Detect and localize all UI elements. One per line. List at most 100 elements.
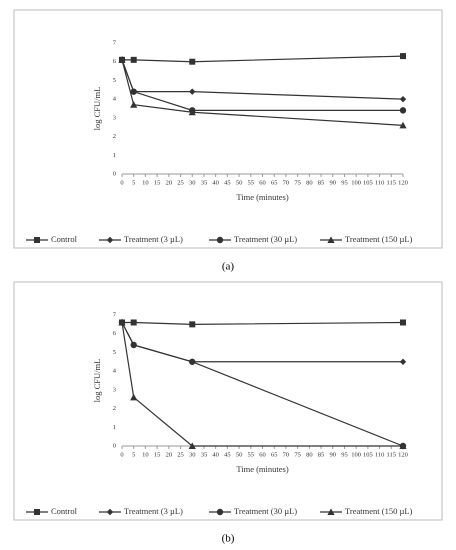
x-tick-label: 55 [248,179,255,186]
caption: (a) [222,261,235,273]
legend-label: Treatment (3 µL) [124,506,183,516]
y-tick-label: 7 [113,39,117,46]
x-tick-label: 115 [387,451,397,458]
y-tick-label: 7 [113,311,117,318]
data-point [130,88,137,95]
data-point [189,88,196,95]
x-tick-label: 40 [212,179,219,186]
legend-label: Treatment (30 µL) [234,506,297,516]
y-tick-label: 4 [113,96,117,103]
x-tick-label: 20 [166,179,173,186]
legend-label: Treatment (30 µL) [234,234,297,244]
legend-label: Treatment (3 µL) [124,234,183,244]
x-tick-label: 70 [283,451,290,458]
x-tick-label: 0 [120,451,123,458]
y-tick-label: 0 [113,170,116,177]
x-tick-label: 20 [166,451,173,458]
data-point [400,319,406,326]
y-axis-title: log CFU/mL [92,359,102,403]
x-tick-label: 100 [351,451,361,458]
x-tick-label: 45 [224,179,231,186]
series-line [121,59,404,100]
x-tick-label: 80 [306,179,313,186]
x-tick-label: 65 [271,451,278,458]
legend-marker [106,508,114,516]
x-tick-label: 30 [189,451,196,458]
y-tick-label: 1 [113,424,116,431]
x-tick-label: 15 [154,179,161,186]
legend-label: Control [51,506,78,516]
x-tick-label: 95 [341,179,348,186]
x-tick-label: 120 [398,179,408,186]
x-tick-label: 105 [363,451,373,458]
y-tick-label: 4 [113,368,117,375]
x-tick-label: 65 [271,179,278,186]
data-point [130,56,137,63]
x-tick-label: 60 [259,179,266,186]
legend-marker [216,508,224,516]
data-point [130,101,138,108]
x-tick-label: 90 [330,179,337,186]
x-tick-label: 0 [120,179,123,186]
x-tick-label: 75 [294,451,301,458]
x-tick-label: 30 [189,179,196,186]
data-point [399,358,407,365]
series-line [121,59,403,111]
x-tick-label: 110 [375,451,385,458]
y-tick-label: 5 [113,349,116,356]
legend-marker [34,509,40,515]
x-tick-label: 100 [351,179,361,186]
data-point [118,318,126,326]
x-tick-label: 105 [363,179,373,186]
data-point [118,56,126,63]
x-tick-label: 5 [132,451,135,458]
y-tick-label: 2 [113,405,116,412]
x-tick-label: 35 [201,451,208,458]
series-line [121,322,403,447]
x-tick-label: 40 [212,451,219,458]
legend-marker [106,236,114,244]
chart-frame [13,281,443,521]
y-tick-label: 1 [113,152,116,159]
legend-label: Treatment (150 µL) [345,506,413,516]
data-point [399,107,407,114]
data-point [130,393,138,401]
series-line [122,321,404,325]
legend-label: Treatment (150 µL) [345,234,413,244]
series-line [121,59,404,126]
x-tick-label: 10 [142,179,149,186]
x-axis-title: Time (minutes) [236,192,289,202]
data-point [399,95,407,103]
x-tick-label: 35 [201,179,208,186]
x-tick-label: 55 [248,451,255,458]
x-tick-label: 85 [318,451,325,458]
data-point [400,53,406,60]
y-tick-label: 6 [113,330,117,337]
x-tick-label: 5 [132,179,135,186]
data-point [130,341,137,349]
data-point [189,358,196,365]
y-tick-label: 2 [113,133,116,140]
x-tick-label: 60 [259,451,266,458]
legend-marker [327,236,335,243]
y-axis-title: log CFU/mL [92,87,102,131]
x-tick-label: 95 [341,451,348,458]
x-tick-label: 80 [306,451,313,458]
x-tick-label: 110 [375,179,385,186]
x-tick-label: 25 [177,179,184,186]
data-point [130,319,137,326]
data-point [188,442,196,449]
data-point [189,58,196,65]
y-tick-label: 3 [113,114,116,121]
x-tick-label: 90 [330,451,337,458]
x-tick-label: 75 [294,179,301,186]
x-tick-label: 15 [154,451,161,458]
y-tick-label: 6 [113,58,117,65]
data-point [188,108,196,116]
y-tick-label: 0 [113,442,116,449]
x-tick-label: 70 [283,179,290,186]
x-tick-label: 120 [398,451,408,458]
